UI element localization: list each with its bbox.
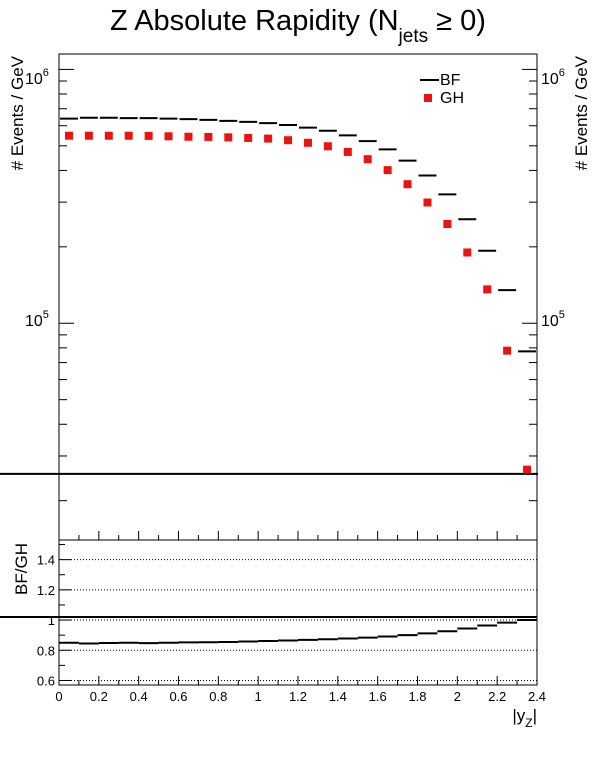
gh-marker (184, 132, 193, 141)
main-x-ticks (58, 531, 538, 540)
y-tick-label-1e5-right-exp: 5 (559, 309, 565, 321)
y-tick-label-1e6-base: 10 (25, 71, 43, 88)
ratio-y-tick-label: 0.6 (37, 673, 55, 688)
gh-marker (84, 131, 93, 140)
y-tick-label-1e6-right: 106 (541, 67, 565, 88)
x-tick-label: 0 (55, 689, 62, 704)
legend-gh-label: GH (440, 90, 464, 107)
ratio-gridlines (59, 559, 537, 681)
x-tick-label: 2 (454, 689, 461, 704)
ratio-y-tick-label: 1 (48, 613, 55, 628)
x-tick-label: 0.4 (130, 689, 148, 704)
chart-title-subscript: jets (398, 26, 429, 47)
x-tick-label: 0.2 (90, 689, 108, 704)
y-tick-label-1e5-right-base: 10 (541, 313, 559, 330)
gh-marker (523, 465, 532, 474)
bf-series (0, 116, 538, 475)
gh-marker (284, 136, 293, 145)
ratio-y-tick-label: 0.8 (37, 643, 55, 658)
x-tick-label: 1.8 (408, 689, 426, 704)
legend-gh-marker (424, 94, 432, 102)
gh-marker (244, 133, 253, 142)
gh-marker (343, 147, 352, 156)
main-y-axis-label-right: # Events / GeV (572, 55, 591, 170)
ratio-plot-frame (58, 539, 538, 686)
gh-marker (423, 198, 432, 207)
ratio-y-axis-label: BF/GH (12, 543, 31, 595)
chart-title: Z Absolute Rapidity (Njets ≥ 0) (110, 5, 486, 47)
y-tick-label-1e6-right-base: 10 (541, 71, 559, 88)
x-tick-label: 0.6 (169, 689, 187, 704)
x-axis-label-main: |y (512, 706, 525, 725)
gh-marker (144, 131, 153, 140)
y-tick-label-1e5-base: 10 (25, 313, 43, 330)
gh-series (64, 131, 532, 474)
gh-marker (363, 155, 372, 164)
x-tick-label: 1.4 (329, 689, 347, 704)
y-tick-label-1e6-exp: 6 (43, 67, 49, 79)
x-tick-label: 0.8 (209, 689, 227, 704)
gh-marker (164, 132, 173, 141)
main-y-axis-label: # Events / GeV (8, 55, 27, 170)
x-axis-label-subscript: Z (525, 716, 532, 730)
ratio-x-ticks: 0 0.2 0.4 0.6 0.8 1 1.2 1.4 1.6 1.8 2 2.2 2.4 (55, 676, 546, 704)
y-tick-label-1e5-exp: 5 (43, 309, 49, 321)
main-panel: # Events / GeV # Events / GeV 106 105 10… (0, 53, 591, 541)
gh-marker (403, 180, 412, 189)
x-tick-label: 1 (255, 689, 262, 704)
gh-marker (224, 133, 233, 142)
ratio-y-tick-label: 1.4 (37, 553, 55, 568)
gh-marker (104, 131, 113, 140)
chart-title-tail: ≥ 0) (428, 5, 486, 37)
x-axis-label: |yZ| (512, 706, 537, 730)
ratio-y-ticks: 0.6 0.8 1 1.2 1.4 (37, 544, 71, 688)
gh-marker (124, 131, 133, 140)
main-plot-frame (58, 53, 538, 541)
y-tick-label-1e6: 106 (25, 67, 49, 88)
gh-marker (443, 220, 452, 229)
x-tick-label: 1.6 (369, 689, 387, 704)
gh-marker (303, 138, 312, 147)
x-tick-label: 1.2 (289, 689, 307, 704)
main-y-ticks (59, 68, 537, 502)
ratio-y-tick-label: 1.2 (37, 583, 55, 598)
chart-title-main: Z Absolute Rapidity (N (110, 5, 399, 37)
gh-marker (64, 131, 73, 140)
x-tick-label: 2.4 (528, 689, 546, 704)
x-tick-label: 2.2 (488, 689, 506, 704)
legend-bf-label: BF (440, 72, 461, 89)
gh-marker (323, 142, 332, 151)
gh-marker (503, 346, 512, 355)
gh-marker (463, 248, 472, 257)
y-tick-label-1e6-right-exp: 6 (559, 67, 565, 79)
gh-marker (483, 285, 492, 294)
gh-marker (383, 166, 392, 175)
ratio-panel: 0.6 0.8 1 1.2 1.4 0 0.2 0.4 0.6 0.8 1 1.2 1.4 1.6 1.8… (0, 539, 546, 730)
gh-marker (264, 134, 273, 143)
x-axis-label-tail: | (533, 706, 537, 725)
legend: BF GH (420, 72, 464, 107)
gh-marker (204, 132, 213, 141)
y-tick-label-1e5: 105 (25, 309, 49, 330)
ratio-series (0, 616, 537, 645)
y-tick-label-1e5-right: 105 (541, 309, 565, 330)
